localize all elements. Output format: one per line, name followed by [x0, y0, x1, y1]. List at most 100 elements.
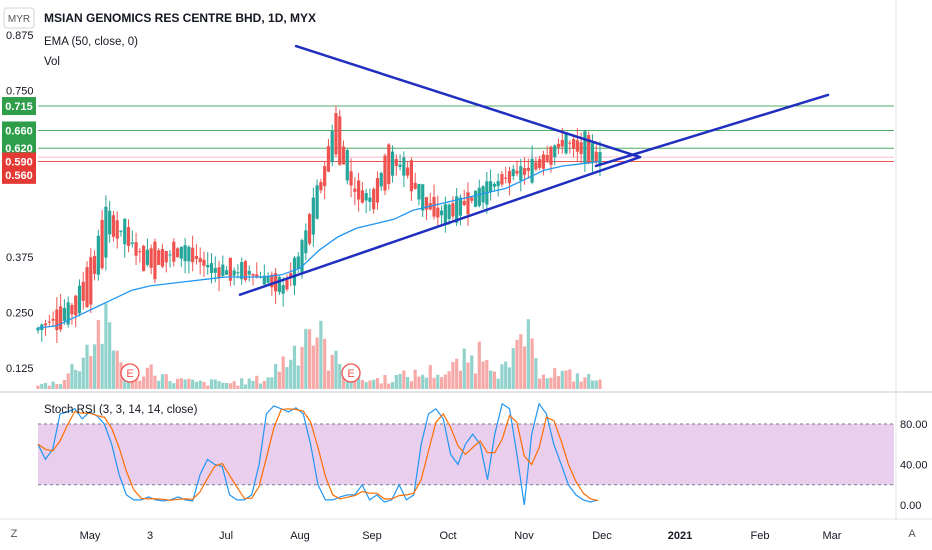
- candle-body: [255, 274, 259, 278]
- candle-body: [304, 230, 308, 254]
- volume-bar: [402, 370, 406, 389]
- candle-body: [330, 131, 334, 163]
- trendlines[interactable]: [238, 44, 830, 296]
- candle-body: [334, 113, 338, 155]
- volume-bar: [473, 373, 478, 389]
- volume-bar: [277, 371, 281, 389]
- candle-body: [519, 166, 523, 181]
- price-axis[interactable]: 0.875 0.750 0.375 0.250 0.125 0.715 0.660 0.620…: [2, 30, 36, 375]
- price-tick-label: 0.875: [6, 30, 34, 42]
- volume-legend[interactable]: Vol: [44, 56, 60, 68]
- candle-body: [473, 190, 478, 207]
- volume-bar: [247, 378, 251, 389]
- ema-legend[interactable]: EMA (50, close, 0): [44, 36, 138, 48]
- volume-bar: [447, 371, 451, 389]
- candle-body: [458, 197, 463, 216]
- volume-bar: [307, 329, 312, 389]
- stoch-tick-label: 80.00: [900, 419, 928, 431]
- stoch-rsi-lines: [37, 402, 599, 506]
- candle-body: [66, 302, 70, 325]
- candle-body: [59, 306, 63, 330]
- volume-bar: [281, 356, 285, 389]
- candle-body: [571, 139, 576, 149]
- candle-body: [172, 241, 176, 262]
- volume-bar: [77, 371, 82, 389]
- zoom-button[interactable]: Z: [11, 528, 18, 540]
- stoch-rsi-legend[interactable]: Stoch RSI (3, 3, 14, 14, close): [44, 404, 198, 416]
- price-badge-label: 0.560: [5, 170, 33, 182]
- volume-bar: [123, 374, 127, 389]
- volume-bar: [145, 367, 149, 389]
- candle-body: [119, 230, 123, 232]
- candle-body: [62, 308, 67, 321]
- volume-bar: [458, 370, 463, 389]
- volume-bar: [590, 380, 595, 389]
- volume-bar: [534, 358, 538, 389]
- candle-body: [191, 247, 195, 263]
- candle-body: [217, 267, 221, 279]
- volume-bar: [334, 350, 338, 389]
- time-axis[interactable]: May 3 Jul Aug Sep Oct Nov Dec 2021 Feb Mar: [80, 530, 842, 542]
- volume-bar: [436, 374, 440, 389]
- candle-body: [285, 278, 289, 290]
- candle-body: [470, 197, 474, 201]
- time-tick-label: Aug: [290, 530, 310, 542]
- currency-label: MYR: [8, 14, 30, 25]
- auto-scale-button[interactable]: A: [908, 528, 916, 540]
- volume-bar: [394, 375, 398, 389]
- candle-body: [266, 277, 270, 283]
- volume-bar: [583, 377, 587, 389]
- volume-bar: [40, 383, 44, 389]
- volume-bar: [164, 374, 168, 389]
- volume-bar: [489, 370, 493, 389]
- volume-bar: [507, 367, 512, 389]
- earnings-marker: [341, 363, 361, 383]
- volume-bar: [428, 365, 432, 389]
- volume-bar: [228, 383, 232, 389]
- time-tick-label: 2021: [668, 530, 692, 542]
- volume-bar: [413, 369, 417, 389]
- volume-bar: [104, 303, 108, 389]
- volume-bar: [432, 377, 436, 389]
- volume-bar: [51, 381, 55, 389]
- candle-body: [500, 174, 504, 185]
- price-badge: [2, 121, 36, 140]
- price-tick-label: 0.750: [6, 86, 34, 98]
- volume-bars: [36, 303, 602, 389]
- volume-bar: [157, 380, 161, 389]
- volume-bar: [560, 370, 564, 389]
- candle-body: [368, 197, 372, 202]
- volume-bar: [266, 377, 270, 389]
- volume-bar: [224, 382, 229, 389]
- volume-bar: [353, 375, 357, 389]
- candle-body: [51, 318, 55, 321]
- volume-bar: [330, 354, 334, 389]
- volume-bar: [311, 345, 315, 389]
- volume-bar: [262, 381, 266, 389]
- volume-bar: [96, 320, 100, 389]
- time-tick-label: 3: [147, 530, 153, 542]
- volume-bar: [470, 355, 474, 389]
- candle-body: [175, 248, 180, 258]
- volume-bar: [175, 378, 180, 389]
- price-badge-label: 0.620: [5, 143, 33, 155]
- candle-body: [281, 285, 285, 294]
- volume-bar: [443, 374, 447, 389]
- candle-body: [183, 245, 187, 262]
- candle-body: [394, 159, 398, 166]
- symbol-title[interactable]: MSIAN GENOMICS RES CENTRE BHD, 1D, MYX: [44, 11, 316, 25]
- volume-bar: [274, 363, 278, 389]
- candle-body: [47, 321, 51, 323]
- volume-bar: [587, 374, 591, 389]
- candle-body: [443, 204, 447, 225]
- currency-badge[interactable]: [3, 7, 35, 29]
- candle-body: [326, 146, 331, 172]
- volume-bar: [85, 344, 89, 389]
- volume-bar: [326, 370, 331, 389]
- volume-bar: [115, 350, 119, 389]
- candle-body: [300, 240, 304, 274]
- volume-bar: [598, 379, 602, 389]
- candle-body: [455, 196, 459, 223]
